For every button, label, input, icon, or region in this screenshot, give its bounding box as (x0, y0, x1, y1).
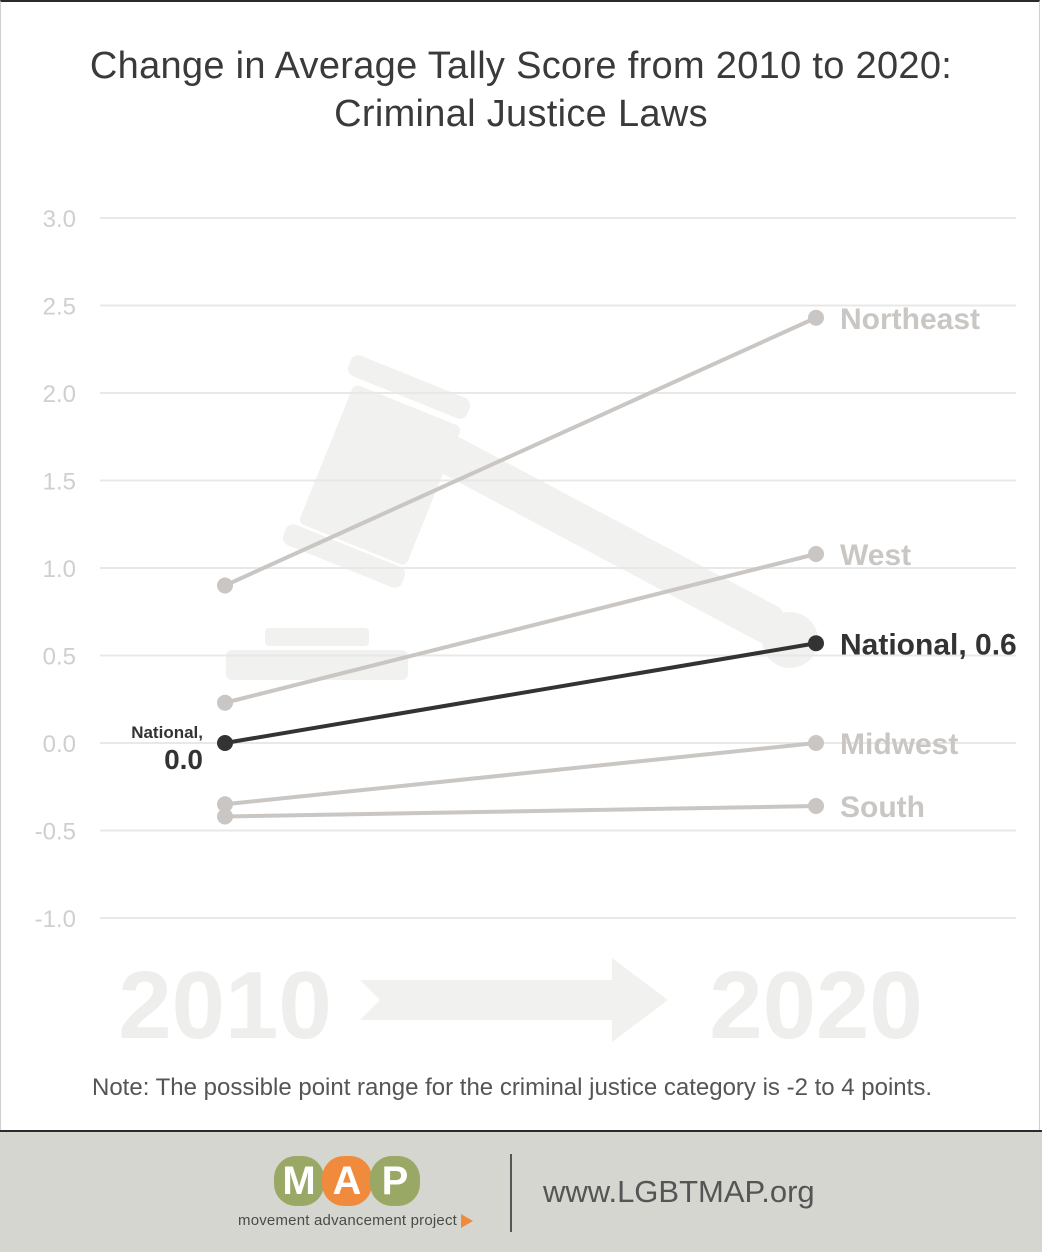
logo-tile-m: M (274, 1156, 324, 1206)
logo-tile-a: A (322, 1156, 372, 1206)
y-tick-label: 1.5 (43, 469, 76, 496)
gavel-icon (226, 355, 818, 680)
background-year-2010: 2010 (118, 952, 332, 1059)
arrow-right-icon (360, 958, 668, 1042)
y-tick-label: -1.0 (35, 906, 76, 933)
play-arrow-icon (461, 1213, 474, 1228)
series-line-northeast (224, 315, 817, 588)
series-labels: Northeast West Midwest South National, 0.6 Na… (131, 303, 1017, 824)
background-year-labels: 2010 2020 (118, 952, 923, 1059)
line-chart: 2010 2020 3.0 2.5 2.0 1.5 1.0 0.5 0.0 -0.5 -1.0 N… (35, 206, 1017, 1059)
gridlines (100, 217, 1016, 919)
footer-divider (510, 1154, 512, 1232)
map-logo: M A P movement advancement project (238, 1156, 498, 1246)
y-tick-label: 0.5 (43, 644, 76, 671)
series-line-midwest (224, 741, 817, 807)
start-label-national: National, (131, 723, 203, 742)
data-point-national-2010 (217, 735, 233, 751)
y-axis-ticks: 3.0 2.5 2.0 1.5 1.0 0.5 0.0 -0.5 -1.0 (35, 206, 76, 933)
series-lines (217, 309, 824, 825)
data-point-midwest-2010 (217, 796, 233, 813)
logo-subtitle-row: movement advancement project (238, 1212, 498, 1229)
series-label-south: South (840, 791, 925, 824)
data-point-south-2020 (808, 798, 824, 814)
chart-title-line-2: Criminal Justice Laws (334, 93, 708, 135)
background-year-2020: 2020 (709, 952, 923, 1059)
y-tick-label: 2.5 (43, 294, 76, 321)
series-line-national (224, 641, 817, 745)
y-tick-label: 0.0 (43, 731, 76, 758)
start-value-national: 0.0 (164, 744, 203, 775)
data-point-west-2010 (217, 694, 233, 711)
website-link[interactable]: www.LGBTMAP.org (543, 1174, 815, 1209)
data-point-national-2020 (808, 635, 824, 652)
gavel-watermark (226, 355, 818, 680)
y-tick-label: 1.0 (43, 556, 76, 583)
data-point-west-2020 (808, 546, 824, 562)
series-line-south (224, 804, 817, 819)
footer: M A P movement advancement project www.L… (0, 1130, 1042, 1252)
data-point-south-2010 (217, 808, 233, 825)
chart-title: Change in Average Tally Score from 2010 … (0, 42, 1042, 138)
chart-note: Note: The possible point range for the c… (92, 1074, 932, 1101)
series-label-midwest: Midwest (840, 728, 958, 761)
chart-title-line-1: Change in Average Tally Score from 2010 … (89, 45, 953, 87)
y-tick-label: 2.0 (43, 381, 76, 408)
series-label-west: West (840, 539, 911, 572)
series-line-west (224, 552, 817, 705)
logo-tiles: M A P (274, 1156, 498, 1206)
data-point-northeast-2020 (808, 309, 824, 326)
series-label-northeast: Northeast (840, 303, 980, 336)
data-point-midwest-2020 (808, 735, 824, 751)
y-tick-label: 3.0 (43, 206, 76, 233)
logo-tile-p: P (370, 1156, 420, 1206)
data-point-northeast-2010 (217, 577, 233, 594)
y-tick-label: -0.5 (35, 819, 76, 846)
logo-subtitle: movement advancement project (238, 1212, 458, 1229)
series-label-national: National, 0.6 (840, 628, 1017, 661)
